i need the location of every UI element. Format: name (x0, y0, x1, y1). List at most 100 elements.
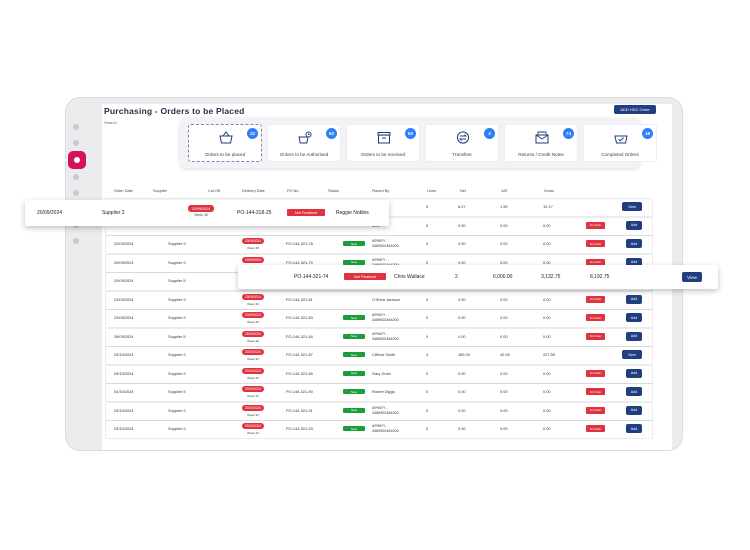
net: 185.00 (458, 352, 470, 357)
tile-returns-credit-notes[interactable]: 74 Returns / Credit Notes (504, 124, 578, 162)
rail-dot[interactable] (73, 190, 79, 196)
column-header-po-no[interactable]: PO No. (287, 189, 300, 193)
rail-dot[interactable] (73, 124, 79, 130)
tile-orders-to-be-authorised[interactable]: 52 Orders to be Authorised (267, 124, 341, 162)
lines: 0 (426, 407, 429, 413)
add-button[interactable]: Add (626, 424, 642, 433)
column-header-placed-by[interactable]: Placed By (372, 189, 390, 193)
highlight-row-po-74[interactable]: PO-144-321-74 Not Finalised Chris Wallac… (238, 265, 718, 289)
gross: 10.17 (543, 204, 553, 209)
order-date: 20/09/2024 (114, 259, 134, 265)
table-row[interactable]: 03/10/2024 Supplier 5 03/10/2024 Week 40 PO-… (106, 402, 652, 420)
add-button[interactable]: Add (626, 313, 642, 322)
gross: 0.00 (543, 315, 551, 320)
cut-off-week: Week 39 (247, 338, 259, 343)
add-hdc-order-button[interactable]: ADD HDC Order (614, 105, 656, 114)
placed-by: APIKEY -3489502464200 (372, 424, 399, 433)
no-order-button[interactable]: No Order (586, 332, 605, 340)
add-button[interactable]: Add (626, 331, 642, 341)
rail-active-item[interactable] (68, 151, 86, 169)
cut-off-badge: 20/09/2024 (242, 256, 264, 263)
add-button[interactable]: Add (626, 405, 642, 415)
tile-completed-orders[interactable]: 18 Completed Orders (583, 124, 657, 162)
no-order-button[interactable]: No Order (586, 314, 605, 321)
table-row[interactable]: 03/10/2024 Supplier 5 03/10/2024 Week 40 PO-… (106, 384, 652, 401)
add-button[interactable]: Add (626, 239, 642, 248)
no-order-button[interactable]: No Order (586, 406, 605, 414)
cut-off-badge: 03/10/2024 (242, 404, 264, 411)
lines: 0 (426, 222, 429, 228)
order-date: 03/10/2024 (114, 352, 134, 357)
envelope-icon (535, 131, 549, 144)
column-header-supplier[interactable]: Supplier (153, 189, 167, 193)
column-header-status[interactable]: Status (328, 189, 339, 193)
tile-orders-to-be-placed[interactable]: 22 Orders to be placed (188, 124, 262, 162)
po-number: PO-144-321-89 (286, 370, 313, 376)
vat: 0.00 (500, 370, 508, 376)
column-header-gross[interactable]: Gross (544, 189, 555, 193)
table-row[interactable]: 03/10/2024 Supplier 5 03/10/2024 Week 40 PO-… (106, 421, 652, 438)
add-button[interactable]: Add (626, 368, 642, 378)
tile-transfers[interactable]: 3 Transfers (425, 124, 499, 162)
no-order-button[interactable]: No Order (586, 258, 605, 266)
tile-label: Completed Orders (601, 152, 639, 157)
rail-dot[interactable] (73, 174, 79, 180)
no-order-button[interactable]: No Order (586, 221, 605, 229)
no-order-button[interactable]: No Order (586, 388, 605, 395)
no-order-button[interactable]: No Order (586, 425, 605, 432)
column-header-net[interactable]: Net (460, 189, 466, 193)
lines: 0 (426, 315, 429, 320)
view-button[interactable]: View (622, 202, 642, 211)
rail-dot[interactable] (73, 238, 79, 244)
net: 0.00 (458, 389, 466, 394)
rail-dot[interactable] (73, 140, 79, 146)
net: 0.00 (458, 407, 466, 413)
column-header-vat[interactable]: VAT (501, 189, 508, 193)
count-badge: 22 (247, 128, 258, 139)
column-header-order-date[interactable]: Order Date (114, 189, 133, 193)
transfer-icon (456, 131, 470, 144)
add-button[interactable]: Add (626, 294, 642, 304)
add-button[interactable]: Add (626, 387, 642, 396)
supplier: Supplier 5 (168, 241, 186, 246)
page-title: Purchasing - Orders to be Placed (104, 106, 245, 116)
table-row[interactable]: 03/10/2024 Supplier 5 03/10/2024 Week 40 PO-… (106, 365, 652, 383)
add-button[interactable]: Add (626, 257, 642, 267)
gross: 0.00 (543, 407, 551, 413)
placed-by: APIKEY -3489502464200 (372, 257, 399, 267)
net: 8.27 (458, 204, 466, 209)
column-header-lines[interactable]: Lines (427, 189, 437, 193)
po-number: PO-144-321-84 (286, 333, 313, 339)
net: 0.00 (458, 222, 466, 228)
cut-off-badge: 20/09/2024 (188, 205, 214, 212)
view-button[interactable]: View (622, 350, 642, 359)
gross: 0.00 (543, 426, 551, 431)
table-row[interactable]: 23/09/2024 Supplier 5 23/09/2024 Week 39 PO-… (106, 291, 652, 309)
no-order-button[interactable]: No Order (586, 295, 605, 303)
count-badge: 63 (405, 128, 416, 139)
lines: 5 (426, 204, 429, 209)
tile-orders-to-be-received[interactable]: 63 Orders to be received (346, 124, 420, 162)
column-header-delivery-date[interactable]: Delivery Date (242, 189, 265, 193)
vat: 0.00 (500, 241, 508, 246)
view-button[interactable]: View (682, 272, 702, 282)
cut-off-week: Week 39 (247, 301, 259, 306)
tile-label: Returns / Credit Notes (518, 152, 564, 157)
no-order-button[interactable]: No Order (586, 369, 605, 377)
search-label[interactable]: Search (104, 120, 117, 125)
gross: 0.00 (543, 333, 551, 339)
count-badge: 18 (642, 128, 653, 139)
po-number: PO-144-321-79 (286, 259, 313, 265)
table-row[interactable]: 03/10/2024 Supplier 5 03/10/2024 Week 40 PO-… (106, 347, 652, 364)
highlight-row-supplier-2[interactable]: 20/09/2024 Supplier 2 20/09/2024 Week 38… (25, 200, 389, 226)
net: 6,000.00 (493, 274, 513, 280)
cut-off-week: Week 40 (247, 412, 259, 417)
table-row[interactable]: 26/09/2024 Supplier 5 26/09/2024 Week 39 PO-… (106, 328, 652, 346)
table-row[interactable]: 23/09/2024 Supplier 5 23/09/2024 Week 39 PO-… (106, 310, 652, 327)
column-header-cut-off[interactable]: Cut Off (208, 189, 220, 193)
add-button[interactable]: Add (626, 220, 642, 230)
po-number: PO-144-318-25 (237, 210, 272, 216)
no-order-button[interactable]: No Order (586, 240, 605, 247)
cut-off-badge: 23/09/2024 (242, 293, 264, 300)
table-row[interactable]: 20/09/2024 Supplier 5 20/09/2024 Week 38 PO-… (106, 236, 652, 253)
